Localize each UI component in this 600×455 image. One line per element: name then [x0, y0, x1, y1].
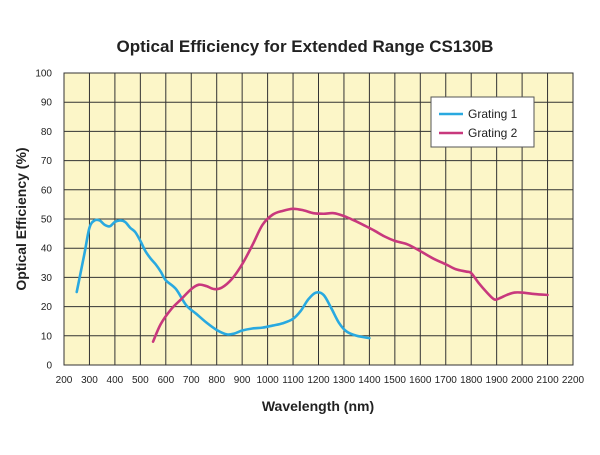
- y-tick-label: 20: [41, 302, 53, 313]
- x-tick-label: 2000: [511, 375, 534, 386]
- series-layer: [75, 207, 549, 343]
- y-axis-label: Optical Efficiency (%): [13, 147, 29, 290]
- legend-box: [430, 96, 535, 148]
- y-tick-label: 30: [41, 273, 53, 284]
- y-tick-label: 40: [41, 244, 53, 255]
- x-tick-label: 800: [208, 375, 225, 386]
- x-tick-label: 1300: [333, 375, 356, 386]
- x-tick-label: 300: [81, 375, 98, 386]
- x-tick-label: 500: [132, 375, 149, 386]
- x-tick-label: 1900: [486, 375, 509, 386]
- y-tick-label: 80: [41, 127, 53, 138]
- x-tick-label: 1000: [256, 375, 279, 386]
- y-tick-label: 0: [46, 361, 52, 372]
- y-tick-label: 70: [41, 156, 53, 167]
- y-tick-label: 100: [35, 69, 52, 80]
- legend: Grating 1 Grating 2: [430, 96, 535, 148]
- legend-item-grating-1: Grating 1: [439, 107, 518, 121]
- x-tick-label: 1700: [435, 375, 458, 386]
- legend-label-grating-1: Grating 1: [468, 107, 518, 121]
- x-tick-label: 200: [56, 375, 73, 386]
- legend-label-grating-2: Grating 2: [468, 126, 518, 140]
- x-tick-label: 1200: [307, 375, 330, 386]
- y-tick-label: 10: [41, 331, 53, 342]
- x-axis-label: Wavelength (nm): [262, 398, 374, 414]
- x-tick-label: 400: [107, 375, 124, 386]
- x-tick-label: 1600: [409, 375, 432, 386]
- chart-title: Optical Efficiency for Extended Range CS…: [117, 37, 494, 56]
- y-tick-label: 90: [41, 98, 53, 109]
- x-tick-label: 1100: [282, 375, 304, 386]
- x-tick-label: 1800: [460, 375, 483, 386]
- series-line-grating-2: [151, 207, 549, 343]
- x-tick-label: 900: [234, 375, 251, 386]
- y-tick-label: 50: [41, 215, 53, 226]
- series-line-grating-1: [75, 218, 371, 340]
- x-tick-label: 2100: [536, 375, 559, 386]
- y-tick-label: 60: [41, 185, 53, 196]
- x-tick-label: 700: [183, 375, 200, 386]
- x-tick-label: 600: [157, 375, 174, 386]
- tick-labels-layer: 200 300 400 500 600 700 800 900 1000 1100 1200 1300…: [35, 69, 584, 387]
- grid-layer: [64, 73, 573, 365]
- x-tick-label: 1500: [384, 375, 407, 386]
- legend-item-grating-2: Grating 2: [439, 126, 518, 140]
- x-tick-label: 1400: [358, 375, 381, 386]
- x-tick-label: 2200: [562, 375, 585, 386]
